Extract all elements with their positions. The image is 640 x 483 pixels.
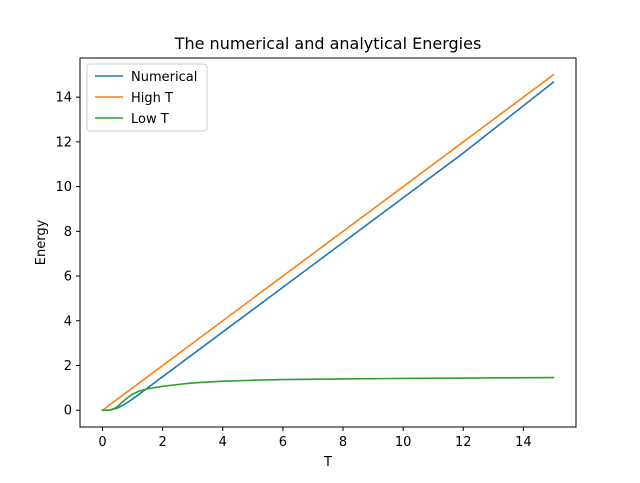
plot-frame: [79, 57, 577, 428]
y-tick-label: 6: [64, 270, 72, 285]
legend-box: [86, 63, 208, 132]
y-tick-label: 2: [64, 359, 72, 374]
x-tick-label: 10: [395, 435, 412, 450]
y-tick-label: 14: [55, 91, 72, 106]
y-tick-label: 4: [64, 314, 72, 329]
y-tick-label: 8: [64, 225, 72, 240]
x-tick-label: 12: [455, 435, 472, 450]
chart-title: The numerical and analytical Energies: [174, 34, 482, 53]
legend-label: Numerical: [131, 70, 197, 85]
series-line-high-t: [101, 73, 555, 412]
x-tick-label: 8: [339, 435, 347, 450]
x-tick-label: 2: [159, 435, 167, 450]
lines-layer: [101, 73, 555, 412]
x-tick-label: 6: [279, 435, 287, 450]
x-axis-label: T: [323, 455, 332, 470]
y-axis-label: Energy: [34, 219, 49, 265]
legend-label: High T: [131, 91, 173, 106]
y-tick-label: 0: [64, 404, 72, 419]
x-tick-label: 4: [219, 435, 227, 450]
y-tick-label: 10: [55, 180, 72, 195]
series-line-numerical: [101, 81, 555, 412]
legend: Numerical High T Low T: [86, 63, 208, 132]
legend-label: Low T: [131, 112, 169, 127]
plot-area: [79, 57, 577, 428]
y-axis-ticks: 0 2 4 6 8 10 12 14: [55, 91, 80, 419]
y-tick-label: 12: [55, 135, 72, 150]
x-tick-label: 14: [515, 435, 532, 450]
x-axis-ticks: 0 2 4 6 8 10 12 14: [98, 427, 532, 450]
series-line-low-t: [101, 376, 555, 412]
x-tick-label: 0: [98, 435, 106, 450]
